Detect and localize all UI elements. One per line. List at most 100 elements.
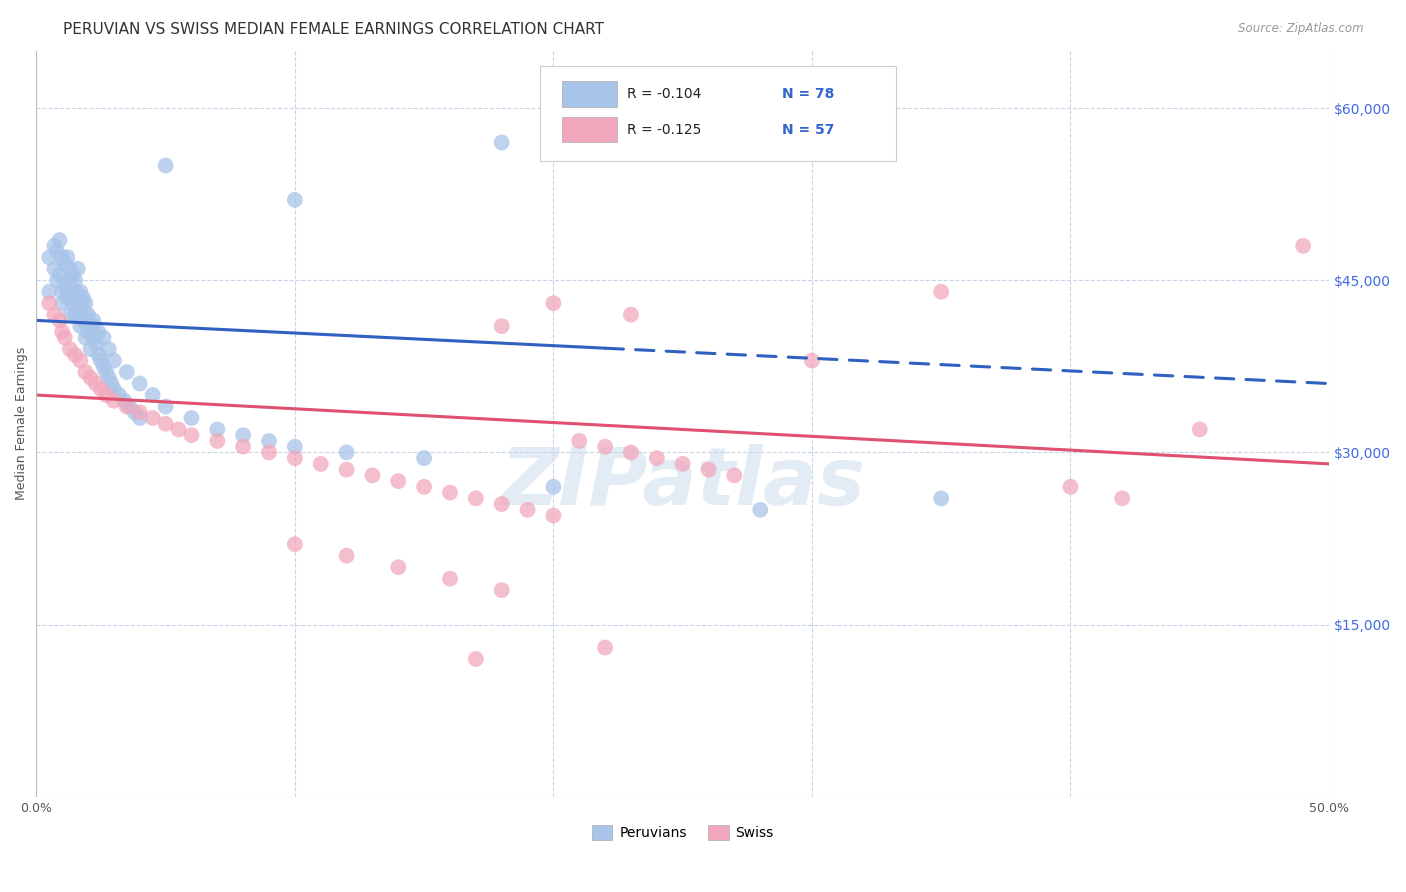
FancyBboxPatch shape — [562, 117, 617, 143]
Point — [124, 405, 146, 419]
Point — [69, 308, 91, 322]
Point — [672, 147, 695, 161]
Point — [593, 440, 616, 454]
Point — [672, 457, 695, 471]
Point — [620, 308, 643, 322]
Point — [51, 285, 73, 299]
Point — [284, 440, 307, 454]
Point — [142, 411, 165, 425]
Point — [48, 268, 70, 282]
Point — [94, 388, 117, 402]
Text: PERUVIAN VS SWISS MEDIAN FEMALE EARNINGS CORRELATION CHART: PERUVIAN VS SWISS MEDIAN FEMALE EARNINGS… — [63, 22, 605, 37]
Point — [439, 572, 461, 586]
Point — [59, 273, 82, 287]
Point — [155, 417, 177, 431]
Point — [464, 652, 486, 666]
Point — [82, 319, 104, 334]
Point — [1292, 239, 1315, 253]
Point — [207, 434, 229, 448]
Point — [491, 497, 513, 511]
Point — [53, 331, 76, 345]
Point — [413, 480, 436, 494]
Point — [84, 336, 107, 351]
Point — [63, 273, 86, 287]
Point — [749, 503, 772, 517]
Point — [645, 451, 668, 466]
Point — [84, 376, 107, 391]
Point — [77, 325, 100, 339]
Point — [51, 296, 73, 310]
Point — [93, 359, 115, 374]
Point — [929, 285, 952, 299]
Point — [257, 445, 280, 459]
Point — [491, 583, 513, 598]
Point — [361, 468, 384, 483]
Point — [568, 434, 591, 448]
Point — [63, 348, 86, 362]
Point — [309, 457, 332, 471]
Point — [387, 474, 409, 488]
Point — [59, 261, 82, 276]
Point — [75, 331, 97, 345]
Point — [72, 296, 94, 310]
Point — [56, 285, 79, 299]
Point — [723, 468, 745, 483]
Point — [79, 342, 101, 356]
Point — [48, 313, 70, 327]
Point — [97, 371, 120, 385]
Point — [800, 353, 823, 368]
Point — [72, 290, 94, 304]
Text: ZIPatlas: ZIPatlas — [501, 444, 865, 523]
Point — [103, 382, 125, 396]
Point — [38, 250, 60, 264]
Point — [335, 549, 357, 563]
Point — [82, 313, 104, 327]
Point — [1059, 480, 1081, 494]
Point — [66, 290, 89, 304]
Point — [491, 136, 513, 150]
Text: N = 57: N = 57 — [782, 123, 835, 136]
Point — [620, 445, 643, 459]
Point — [69, 353, 91, 368]
Point — [46, 244, 69, 259]
Point — [69, 319, 91, 334]
Point — [75, 296, 97, 310]
Point — [63, 308, 86, 322]
Point — [142, 388, 165, 402]
FancyBboxPatch shape — [562, 81, 617, 107]
Point — [180, 411, 202, 425]
Point — [284, 193, 307, 207]
Point — [77, 308, 100, 322]
Point — [75, 308, 97, 322]
Point — [118, 400, 141, 414]
Point — [115, 365, 138, 379]
Point — [232, 428, 254, 442]
Point — [115, 400, 138, 414]
Point — [62, 268, 84, 282]
Point — [464, 491, 486, 506]
Point — [543, 508, 565, 523]
Point — [128, 411, 150, 425]
Point — [167, 422, 190, 436]
Point — [77, 319, 100, 334]
Text: R = -0.125: R = -0.125 — [627, 123, 702, 136]
Point — [38, 296, 60, 310]
Legend: Peruvians, Swiss: Peruvians, Swiss — [586, 820, 779, 846]
Point — [155, 400, 177, 414]
Point — [543, 296, 565, 310]
Point — [97, 342, 120, 356]
Point — [46, 273, 69, 287]
Point — [38, 285, 60, 299]
Point — [543, 480, 565, 494]
Point — [94, 365, 117, 379]
Point — [56, 250, 79, 264]
Y-axis label: Median Female Earnings: Median Female Earnings — [15, 347, 28, 500]
Point — [1188, 422, 1211, 436]
Point — [44, 239, 66, 253]
Point — [44, 261, 66, 276]
Point — [59, 342, 82, 356]
Point — [59, 308, 82, 322]
Point — [103, 393, 125, 408]
Point — [593, 640, 616, 655]
Point — [284, 537, 307, 551]
